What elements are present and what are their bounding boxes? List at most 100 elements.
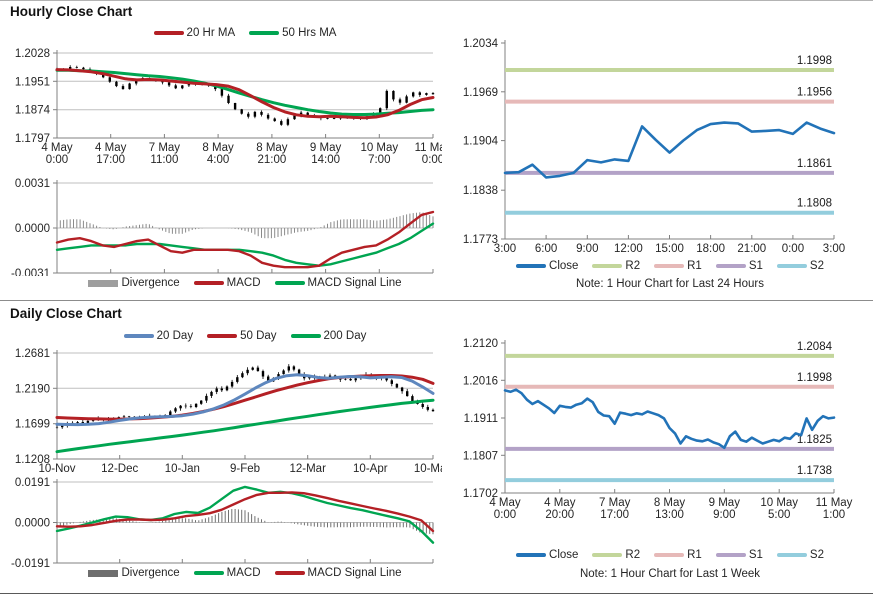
legend-label: S1	[748, 549, 763, 561]
svg-text:10 May: 10 May	[360, 142, 398, 154]
svg-text:9:00: 9:00	[713, 509, 735, 521]
line-swatch-icon	[290, 334, 321, 338]
legend-item: R1	[654, 549, 702, 561]
legend-item: S1	[715, 549, 763, 561]
svg-text:13:00: 13:00	[655, 509, 684, 521]
svg-text:20:00: 20:00	[545, 509, 574, 521]
svg-text:1:00: 1:00	[823, 509, 845, 521]
svg-text:1.2190: 1.2190	[15, 383, 50, 395]
legend-item: 50 Hrs MA	[249, 27, 336, 39]
legend-label: 20 Day	[156, 330, 194, 342]
daily-price-legend: 20 Day 50 Day 200 Day	[57, 330, 433, 342]
svg-text:1.2028: 1.2028	[15, 48, 50, 60]
svg-text:15:00: 15:00	[655, 243, 684, 255]
legend-label: R1	[687, 549, 702, 561]
svg-text:1.1807: 1.1807	[463, 450, 498, 462]
svg-text:1.1911: 1.1911	[464, 413, 498, 425]
svg-text:1.1702: 1.1702	[463, 488, 498, 500]
line-swatch-icon	[516, 553, 547, 557]
legend-item: S1	[715, 260, 763, 272]
top-rule	[0, 0, 873, 1]
line-swatch-icon	[274, 571, 305, 575]
svg-text:4 May: 4 May	[489, 497, 521, 509]
svg-text:1.1838: 1.1838	[463, 185, 498, 197]
svg-text:0.0191: 0.0191	[15, 477, 50, 489]
legend-label: S2	[809, 549, 824, 561]
svg-text:1.1998: 1.1998	[797, 372, 832, 384]
svg-text:12-Mar: 12-Mar	[289, 463, 326, 474]
svg-text:18:00: 18:00	[696, 243, 725, 255]
line-swatch-icon	[776, 553, 807, 557]
svg-text:7 May: 7 May	[149, 142, 181, 154]
svg-text:10-May: 10-May	[414, 463, 442, 474]
daily-section-title: Daily Close Chart	[10, 306, 122, 321]
daily-macd-chart: 0.0191 0.0000 -0.0191	[11, 477, 435, 568]
line-swatch-icon	[715, 264, 746, 268]
svg-text:10-Nov: 10-Nov	[38, 463, 75, 474]
legend-item: 50 Day	[207, 330, 277, 342]
svg-text:1.1208: 1.1208	[15, 454, 50, 466]
line-swatch-icon	[207, 334, 238, 338]
svg-text:12-Dec: 12-Dec	[101, 463, 138, 474]
line-swatch-icon	[654, 553, 685, 557]
svg-text:-0.0191: -0.0191	[11, 558, 50, 568]
legend-label: S2	[809, 260, 824, 272]
legend-label: Divergence	[121, 277, 180, 289]
svg-text:7 May: 7 May	[599, 497, 631, 509]
svg-text:4 May: 4 May	[95, 142, 127, 154]
legend-item: Close	[516, 260, 578, 272]
legend-label: Divergence	[121, 567, 180, 579]
svg-text:3:00: 3:00	[823, 243, 845, 255]
legend-label: MACD Signal Line	[307, 567, 402, 579]
divergence-swatch-icon	[88, 279, 119, 287]
legend-item: R2	[592, 260, 640, 272]
legend-label: R2	[625, 260, 641, 272]
svg-text:1.2120: 1.2120	[463, 338, 498, 350]
divergence-swatch-icon	[88, 569, 119, 577]
legend-item: S2	[776, 260, 824, 272]
svg-text:17:00: 17:00	[600, 509, 629, 521]
svg-text:1.1699: 1.1699	[15, 419, 50, 431]
svg-text:10-Jan: 10-Jan	[165, 463, 200, 474]
line-swatch-icon	[249, 31, 280, 35]
svg-text:1.2016: 1.2016	[463, 375, 498, 387]
svg-text:1.1773: 1.1773	[463, 234, 498, 246]
svg-text:8 May: 8 May	[256, 142, 288, 154]
svg-text:0:00: 0:00	[46, 154, 68, 166]
line-swatch-icon	[715, 553, 746, 557]
bottom-rule	[0, 593, 873, 594]
line-swatch-icon	[654, 264, 685, 268]
svg-text:3:00: 3:00	[494, 243, 516, 255]
line-swatch-icon	[592, 553, 623, 557]
legend-item: 20 Day	[123, 330, 194, 342]
svg-text:0:00: 0:00	[494, 509, 516, 521]
svg-text:8 May: 8 May	[202, 142, 234, 154]
line-swatch-icon	[592, 264, 623, 268]
svg-text:1.1951: 1.1951	[15, 76, 50, 88]
svg-text:5:00: 5:00	[768, 509, 790, 521]
legend-label: 50 Hrs MA	[282, 27, 337, 39]
svg-text:21:00: 21:00	[258, 154, 287, 166]
legend-item: R1	[654, 260, 702, 272]
svg-text:1.1808: 1.1808	[797, 198, 832, 210]
legend-label: Close	[549, 260, 579, 272]
svg-text:1.1998: 1.1998	[797, 55, 832, 67]
svg-text:8 May: 8 May	[654, 497, 686, 509]
svg-text:11:00: 11:00	[150, 154, 178, 166]
svg-text:9:00: 9:00	[576, 243, 598, 255]
svg-text:10-Apr: 10-Apr	[353, 463, 388, 474]
legend-item: R2	[592, 549, 640, 561]
weekly-sr-note: Note: 1 Hour Chart for Last 1 Week	[579, 568, 761, 580]
svg-text:0:00: 0:00	[422, 154, 442, 166]
hourly-macd-chart: 0.0031 0.0000 -0.0031	[11, 178, 435, 276]
legend-label: 50 Day	[240, 330, 277, 342]
line-swatch-icon	[516, 264, 547, 268]
legend-item: S2	[776, 549, 824, 561]
svg-text:12:00: 12:00	[614, 243, 643, 255]
svg-text:1.2681: 1.2681	[15, 348, 50, 360]
svg-text:9 May: 9 May	[709, 497, 741, 509]
svg-text:0.0031: 0.0031	[15, 178, 50, 190]
legend-item: MACD Signal Line	[274, 567, 402, 579]
